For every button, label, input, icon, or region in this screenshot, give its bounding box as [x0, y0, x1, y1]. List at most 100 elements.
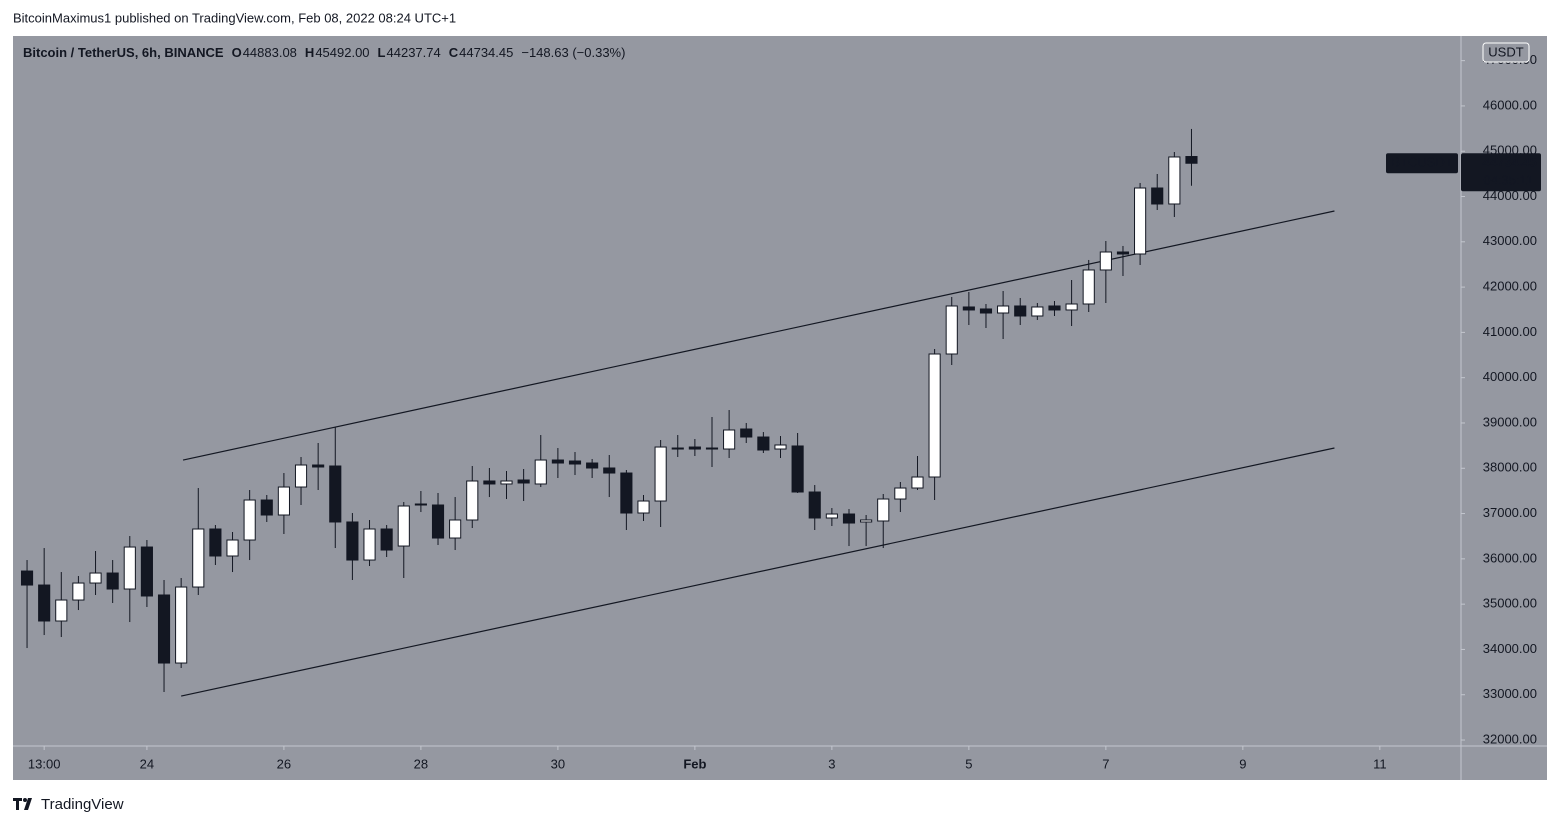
x-tick-label: 5 — [965, 756, 972, 771]
price-label: 44734.45 — [1483, 155, 1537, 170]
countdown-label: 04:35:11 — [1483, 173, 1533, 188]
candle-body — [671, 447, 684, 450]
symbol-tag-label: BTCUSDT — [1391, 155, 1452, 170]
candle-body — [1185, 156, 1198, 164]
chart-background — [13, 36, 1547, 780]
footer-brand: TradingView — [41, 796, 124, 813]
x-tick-label: 28 — [414, 756, 428, 771]
candle-body — [397, 505, 410, 547]
y-tick-label: 32000.00 — [1483, 731, 1537, 746]
candle-body — [431, 504, 445, 539]
legend-value: 44734.45 — [459, 45, 513, 60]
candle-body — [877, 498, 890, 522]
candle-body — [979, 308, 993, 314]
candle-body — [260, 499, 273, 516]
candle-body — [1082, 269, 1095, 305]
candle-body — [277, 486, 290, 516]
symbol-tag — [1386, 153, 1458, 174]
price-box — [1461, 153, 1541, 192]
y-tick-label: 39000.00 — [1483, 414, 1537, 429]
legend-change: −148.63 (−0.33%) — [521, 45, 625, 60]
candle-body — [586, 462, 599, 469]
legend-key: O — [232, 45, 242, 60]
candle-body — [808, 491, 821, 519]
candle-body — [860, 519, 873, 523]
candle-body — [740, 428, 753, 438]
candle-body — [1031, 306, 1044, 317]
y-tick-label: 46000.00 — [1483, 97, 1537, 112]
y-tick-label: 43000.00 — [1483, 233, 1537, 248]
candle-body — [72, 582, 85, 601]
candle-body — [774, 444, 787, 450]
candle-body — [1116, 251, 1130, 255]
candle-body — [346, 521, 359, 561]
y-tick-label: 36000.00 — [1483, 550, 1537, 565]
candle-body — [705, 447, 719, 450]
candle-body — [723, 429, 736, 450]
price-tag: BTCUSDT 44734.45 04:35:11 — [1386, 153, 1541, 192]
x-tick-label: 9 — [1239, 756, 1246, 771]
candle-body — [192, 528, 205, 588]
candle-body — [175, 586, 188, 664]
legend-value: 45492.00 — [315, 45, 369, 60]
candle-body — [483, 480, 496, 485]
candle-body — [534, 459, 547, 485]
y-tick-label: 38000.00 — [1483, 460, 1537, 475]
candle-body — [38, 584, 51, 622]
candle-body — [414, 503, 427, 506]
candle-body — [294, 464, 308, 488]
candle-body — [1099, 251, 1112, 271]
candle-body — [1151, 187, 1164, 205]
candle-body — [55, 599, 68, 622]
candle-body — [106, 572, 119, 590]
candle-body — [568, 460, 582, 465]
legend-symbol: Bitcoin / TetherUS, 6h, BINANCE — [23, 45, 224, 60]
candle-body — [551, 459, 564, 464]
candle-body — [757, 436, 770, 451]
candle-body — [688, 446, 701, 450]
y-tick-label: 41000.00 — [1483, 324, 1537, 339]
candle-body — [1065, 303, 1078, 311]
candle-body — [312, 464, 325, 468]
candle-body — [157, 594, 171, 664]
candle-body — [123, 546, 136, 590]
candle-body — [928, 353, 941, 478]
candle-body — [363, 528, 376, 561]
x-tick-label: 26 — [277, 756, 291, 771]
candle-body — [140, 546, 153, 597]
candle-body — [243, 499, 256, 541]
x-tick-label: Feb — [683, 756, 706, 771]
candle-body — [500, 480, 513, 485]
candle-body — [825, 513, 838, 519]
legend: Bitcoin / TetherUS, 6h, BINANCE O44883.08… — [23, 45, 625, 60]
candle-body — [962, 306, 975, 311]
candle-body — [449, 519, 462, 539]
publisher: BitcoinMaximus1 published on TradingView… — [13, 10, 456, 25]
candle-body — [997, 305, 1010, 314]
candle-body — [89, 572, 102, 584]
currency-label: USDT — [1488, 44, 1523, 59]
trendline — [181, 447, 1335, 697]
legend-key: L — [378, 45, 386, 60]
candle-body — [945, 305, 958, 355]
y-tick-label: 42000.00 — [1483, 279, 1537, 294]
candle-body — [911, 476, 924, 489]
candle-body — [791, 445, 804, 493]
y-tick-label: 44000.00 — [1483, 188, 1537, 203]
currency-box — [1482, 42, 1530, 63]
candle-body — [380, 528, 393, 551]
y-tick-label: 37000.00 — [1483, 505, 1537, 520]
y-tick-label: 34000.00 — [1483, 641, 1537, 656]
candle-body — [603, 467, 616, 474]
legend-value: 44883.08 — [243, 45, 297, 60]
candle-body — [1168, 156, 1181, 205]
x-tick-label: 3 — [828, 756, 835, 771]
legend-value: 44237.74 — [387, 45, 441, 60]
candle-body — [1134, 187, 1147, 255]
x-tick-label: 13:00 — [28, 756, 61, 771]
candle-body — [637, 500, 650, 514]
legend-key: H — [305, 45, 314, 60]
candle-body — [209, 528, 222, 557]
